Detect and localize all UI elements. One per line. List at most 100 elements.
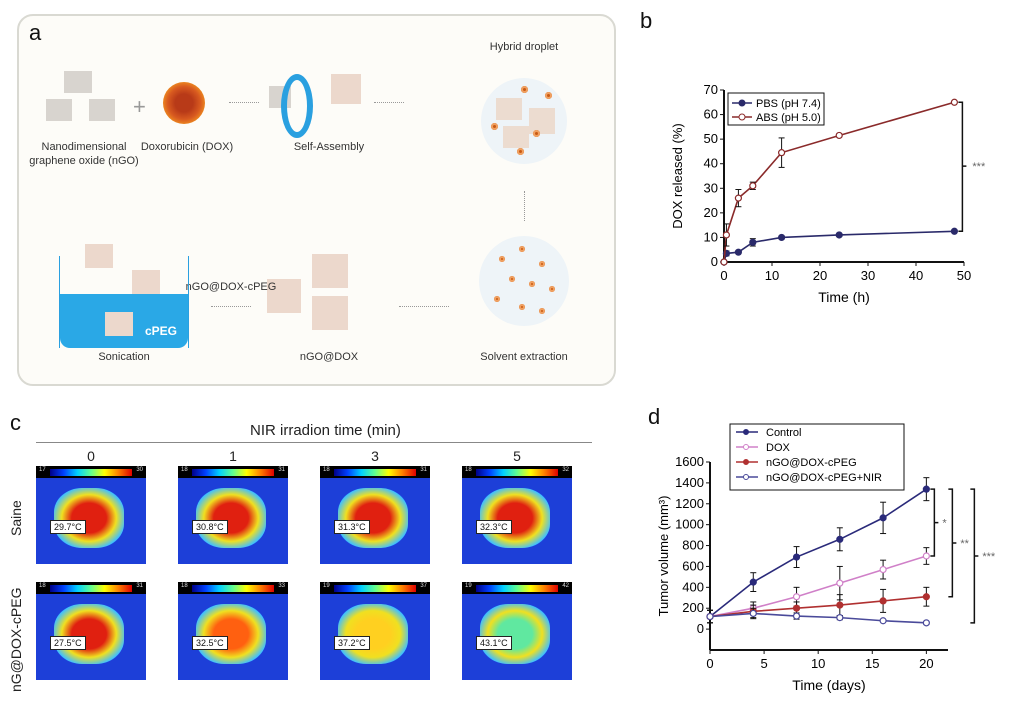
scale-min: 18	[181, 583, 188, 589]
temperature-label: 32.3°C	[476, 520, 512, 534]
y-tick-label: 40	[704, 156, 718, 171]
caption-self-assembly: Self-Assembly	[293, 141, 365, 153]
y-tick-label: 0	[711, 254, 718, 269]
data-point	[950, 227, 958, 235]
x-tick-label: 15	[865, 656, 879, 671]
data-point	[722, 231, 731, 239]
data-point	[706, 612, 714, 621]
y-tick-label: 1000	[675, 517, 704, 532]
x-tick-label: 20	[813, 268, 827, 283]
arrow-right-icon	[229, 102, 259, 103]
row-label: Saine	[8, 500, 24, 536]
data-point	[835, 131, 843, 140]
column-header-3: 3	[371, 448, 379, 464]
y-tick-label: 1600	[675, 454, 704, 469]
significance-label: *	[942, 518, 947, 530]
y-tick-label: 800	[682, 538, 704, 553]
scale-max: 31	[278, 467, 285, 473]
caption-sonication: Sonication	[98, 351, 150, 363]
data-point	[879, 617, 887, 625]
x-tick-label: 0	[706, 656, 713, 671]
scale-min: 18	[465, 467, 472, 473]
scale-min: 18	[181, 467, 188, 473]
data-point	[734, 194, 743, 202]
x-tick-label: 30	[861, 268, 875, 283]
significance-bracket	[958, 101, 967, 233]
series-line-3	[709, 612, 927, 624]
graphene-sheet-icon	[64, 71, 92, 93]
data-point	[792, 593, 801, 601]
series-line-1	[709, 555, 927, 618]
significance-bracket	[948, 488, 957, 598]
graphene-sheet-icon	[89, 99, 115, 121]
caption-solvent-extraction: Solvent extraction	[480, 351, 568, 363]
data-point	[778, 149, 786, 157]
scale-min: 19	[465, 583, 472, 589]
y-tick-label: 200	[682, 600, 704, 615]
scale-max: 30	[136, 467, 143, 473]
x-tick-label: 0	[720, 268, 727, 283]
column-header-5: 5	[513, 448, 521, 464]
series-line-0	[709, 488, 927, 618]
panel-c-title: NIR irradion time (min)	[250, 422, 401, 439]
data-point	[720, 258, 728, 266]
y-tick-label: 1200	[675, 496, 704, 511]
y-tick-label: 10	[704, 229, 718, 244]
scale-max: 31	[420, 467, 427, 473]
legend-marker	[743, 474, 749, 480]
thermal-image: 17 30 29.7°C	[36, 466, 146, 564]
chart-d-tumor-volume: 0 5 10 15 2002004006008001000120014001600Tim…	[656, 423, 996, 693]
caption-hybrid-droplet: Hybrid droplet	[489, 41, 559, 53]
x-tick-label: 40	[909, 268, 923, 283]
arrow-left-icon	[211, 306, 251, 307]
legend-marker	[743, 444, 749, 450]
y-axis-label: DOX released (%)	[670, 123, 685, 228]
data-point	[836, 579, 844, 587]
x-tick-label: 10	[765, 268, 779, 283]
data-point	[836, 601, 844, 609]
data-point	[734, 248, 743, 256]
panel-label-d: d	[648, 404, 661, 429]
data-point	[950, 98, 958, 106]
y-tick-label: 50	[704, 131, 718, 146]
scale-max: 31	[136, 583, 143, 589]
panel-a-schematic: a + Hybrid droplet Solvent extraction	[17, 14, 616, 386]
data-point	[778, 233, 786, 242]
temperature-label: 29.7°C	[50, 520, 86, 534]
temperature-label: 37.2°C	[334, 636, 370, 650]
data-point	[922, 552, 930, 560]
series-line-2	[709, 595, 927, 618]
legend-marker	[738, 99, 746, 107]
data-point	[879, 514, 887, 522]
column-header-0: 0	[87, 448, 95, 464]
title-divider	[36, 442, 592, 443]
legend-label: ABS (pH 5.0)	[756, 112, 821, 124]
legend-marker	[738, 113, 746, 121]
thermal-image: 18 33 32.5°C	[178, 582, 288, 680]
graphene-sheet-icon	[46, 99, 72, 121]
data-point	[836, 614, 844, 622]
legend-marker	[743, 429, 749, 435]
x-tick-label: 10	[811, 656, 825, 671]
y-tick-label: 20	[704, 205, 718, 220]
legend-label: nGO@DOX-cPEG	[766, 457, 857, 469]
data-point	[922, 619, 930, 627]
scale-min: 17	[39, 467, 46, 473]
scale-min: 18	[39, 583, 46, 589]
data-point	[749, 238, 757, 246]
y-tick-label: 30	[704, 180, 718, 195]
arrow-down-icon	[524, 191, 525, 221]
scale-min: 18	[323, 467, 330, 473]
drug-loaded-sheet-icon	[331, 74, 361, 104]
column-header-1: 1	[229, 448, 237, 464]
caption-dox: Doxorubicin (DOX)	[140, 141, 234, 153]
x-axis-label: Time (h)	[818, 289, 870, 305]
legend-marker	[743, 459, 749, 465]
temperature-label: 27.5°C	[50, 636, 86, 650]
significance-label: ***	[982, 551, 996, 563]
x-tick-label: 50	[957, 268, 971, 283]
data-point	[922, 485, 930, 493]
thermal-image: 19 42 43.1°C	[462, 582, 572, 680]
assembly-ring-icon	[281, 74, 313, 138]
scale-min: 19	[323, 583, 330, 589]
